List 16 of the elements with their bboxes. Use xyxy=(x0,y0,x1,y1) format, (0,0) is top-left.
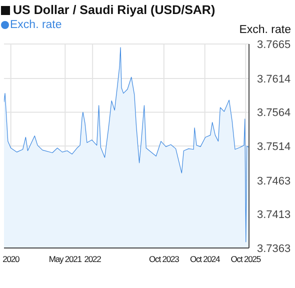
y-tick-label: 3.7614 xyxy=(257,73,291,86)
x-tick-label: Oct 2024 xyxy=(190,254,221,264)
x-tick-label: Oct 2025 xyxy=(230,254,262,264)
y-tick-label: 3.7413 xyxy=(257,209,291,222)
y-tick-label: 3.7463 xyxy=(257,175,291,188)
y-axis-title: Exch. rate xyxy=(239,24,291,36)
y-tick-label: 3.7363 xyxy=(257,242,291,255)
y-tick-label: 3.7564 xyxy=(257,107,291,120)
y-tick-label: 3.7665 xyxy=(257,38,291,51)
x-tick-label: May 2021 xyxy=(48,254,82,264)
x-tick-label: 2022 xyxy=(84,254,102,264)
chart-title: US Dollar / Saudi Riyal (USD/SAR) xyxy=(13,3,216,17)
x-tick-label: Oct 2023 xyxy=(149,254,180,264)
x-tick-label: 2020 xyxy=(2,254,20,264)
legend-label: Exch. rate xyxy=(9,19,62,31)
y-tick-label: 3.7514 xyxy=(257,140,291,153)
